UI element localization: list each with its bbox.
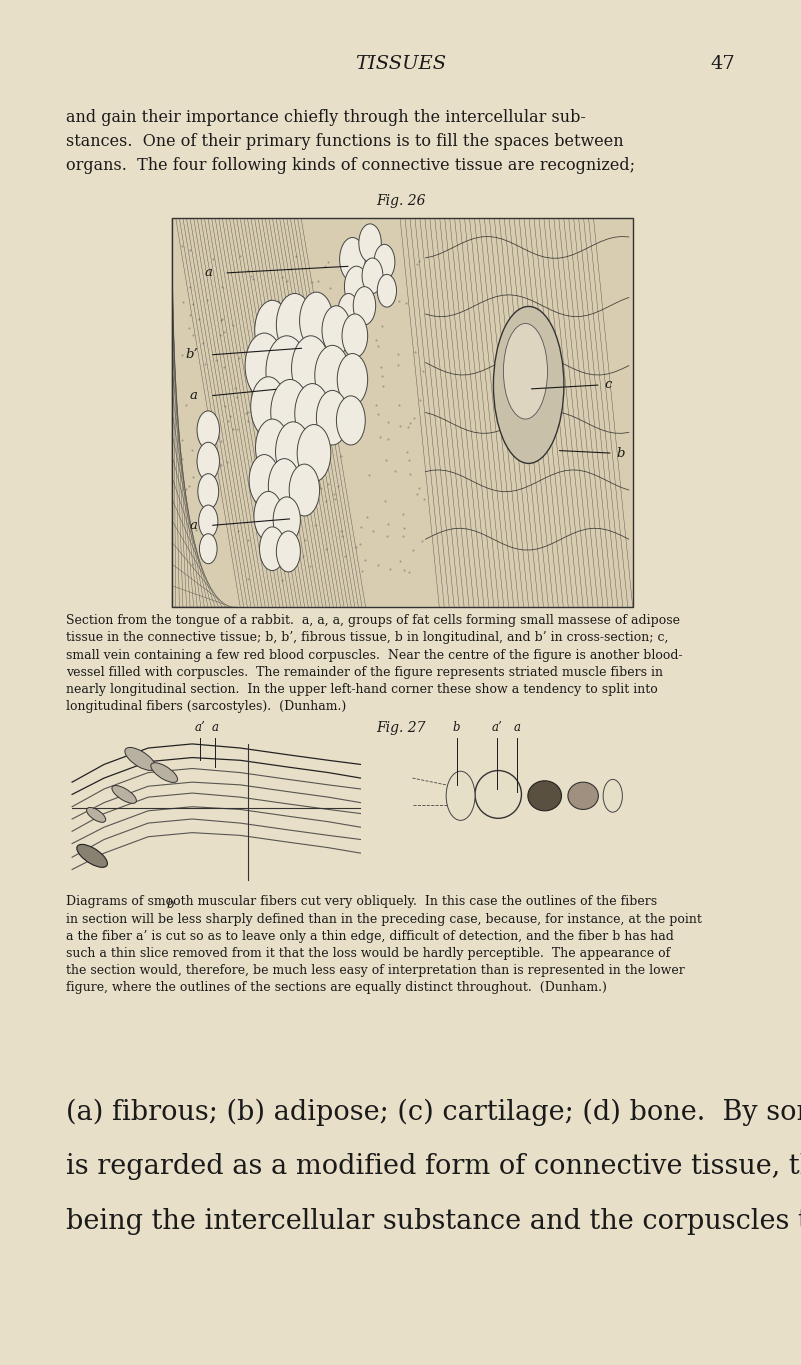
Circle shape [276, 422, 311, 482]
Ellipse shape [493, 307, 564, 464]
Ellipse shape [475, 770, 521, 819]
Circle shape [362, 258, 383, 293]
Circle shape [199, 505, 218, 538]
Circle shape [374, 244, 395, 280]
Circle shape [268, 459, 300, 513]
Circle shape [254, 491, 283, 541]
Text: a: a [190, 519, 198, 532]
Ellipse shape [503, 324, 548, 419]
Circle shape [249, 455, 280, 506]
Text: Fig. 27: Fig. 27 [376, 721, 425, 734]
Circle shape [315, 345, 350, 405]
Circle shape [300, 292, 333, 349]
Circle shape [340, 238, 365, 281]
Circle shape [446, 771, 475, 820]
Ellipse shape [568, 782, 598, 809]
Text: Section from the tongue of a rabbit.  a, a, a, groups of fat cells forming small: Section from the tongue of a rabbit. a, … [66, 614, 682, 714]
Circle shape [359, 224, 381, 262]
Circle shape [245, 333, 284, 399]
Text: (a) fibrous; (b) adipose; (c) cartilage; (d) bone.  By some the blood: (a) fibrous; (b) adipose; (c) cartilage;… [66, 1099, 801, 1126]
Circle shape [377, 274, 396, 307]
Circle shape [603, 779, 622, 812]
Text: TISSUES: TISSUES [355, 55, 446, 72]
Text: a: a [211, 721, 218, 734]
Text: a’: a’ [491, 721, 502, 734]
Circle shape [292, 336, 330, 401]
Text: a: a [204, 266, 212, 280]
Circle shape [260, 527, 285, 571]
Text: b: b [617, 446, 626, 460]
Text: is regarded as a modified form of connective tissue, the plasma: is regarded as a modified form of connec… [66, 1153, 801, 1181]
Circle shape [199, 534, 217, 564]
Circle shape [273, 497, 300, 543]
Text: Diagrams of smooth muscular fibers cut very obliquely.  In this case the outline: Diagrams of smooth muscular fibers cut v… [66, 895, 702, 995]
Circle shape [342, 314, 368, 358]
Ellipse shape [77, 845, 107, 867]
Text: b: b [167, 898, 175, 912]
Text: being the intercellular substance and the corpuscles the living part: being the intercellular substance and th… [66, 1208, 801, 1235]
Circle shape [344, 266, 368, 307]
Text: and gain their importance chiefly through the intercellular sub-
stances.  One o: and gain their importance chiefly throug… [66, 109, 635, 175]
Circle shape [255, 300, 290, 360]
Ellipse shape [112, 785, 136, 804]
Circle shape [197, 442, 219, 480]
Circle shape [322, 306, 351, 355]
Ellipse shape [151, 763, 178, 782]
Circle shape [266, 336, 308, 407]
Circle shape [256, 419, 289, 476]
Circle shape [337, 354, 368, 405]
Circle shape [353, 287, 376, 325]
Circle shape [336, 396, 365, 445]
Circle shape [197, 411, 219, 449]
Ellipse shape [125, 748, 155, 770]
Circle shape [251, 377, 286, 437]
Circle shape [338, 293, 359, 329]
Circle shape [297, 425, 331, 482]
Circle shape [276, 293, 313, 356]
Circle shape [295, 384, 330, 444]
Circle shape [316, 390, 348, 445]
Circle shape [276, 531, 300, 572]
Circle shape [271, 379, 309, 445]
Text: b’: b’ [185, 348, 198, 362]
Text: c: c [605, 378, 612, 392]
Text: 47: 47 [710, 55, 735, 72]
Text: a: a [513, 721, 520, 734]
Text: a: a [190, 389, 198, 403]
Bar [172, 218, 633, 607]
Text: Fig. 26: Fig. 26 [376, 194, 425, 207]
Text: a’: a’ [195, 721, 206, 734]
Text: b: b [453, 721, 461, 734]
Circle shape [198, 474, 219, 509]
Ellipse shape [87, 808, 106, 822]
Circle shape [289, 464, 320, 516]
Ellipse shape [528, 781, 562, 811]
